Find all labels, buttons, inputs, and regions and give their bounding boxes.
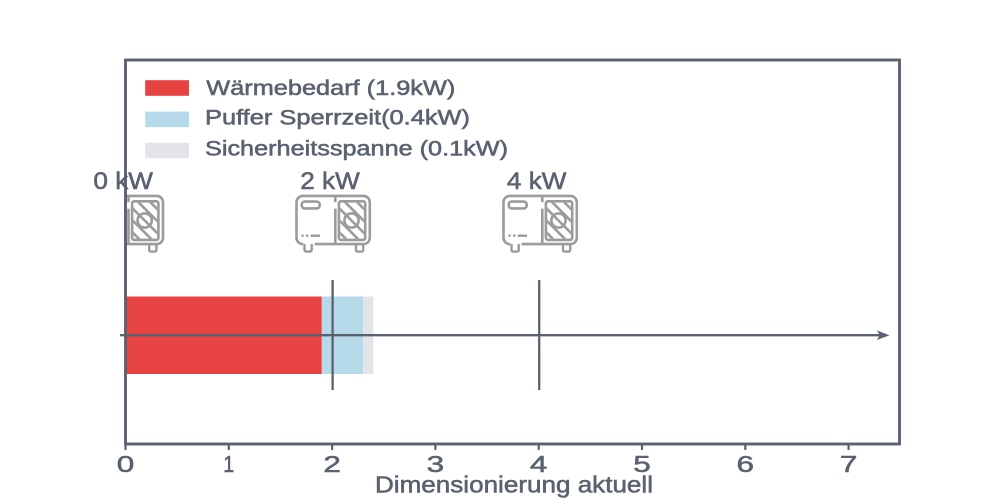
svg-text:2 kW: 2 kW [300,168,360,195]
svg-text:4 kW: 4 kW [507,168,567,195]
svg-text:Sicherheitsspanne (0.1kW): Sicherheitsspanne (0.1kW) [205,138,508,161]
svg-text:4: 4 [530,451,548,477]
svg-text:5: 5 [633,451,651,477]
svg-text:2: 2 [323,451,341,477]
svg-text:7: 7 [840,451,858,477]
svg-text:Dimensionierung aktuell: Dimensionierung aktuell [375,472,653,498]
svg-text:6: 6 [737,451,755,477]
svg-text:Wärmebedarf (1.9kW): Wärmebedarf (1.9kW) [206,77,455,100]
svg-text:0: 0 [117,451,135,477]
svg-text:0 kW: 0 kW [93,168,153,195]
svg-text:1: 1 [223,451,234,477]
svg-text:Puffer Sperrzeit(0.4kW): Puffer Sperrzeit(0.4kW) [205,107,470,130]
svg-text:3: 3 [427,451,445,477]
